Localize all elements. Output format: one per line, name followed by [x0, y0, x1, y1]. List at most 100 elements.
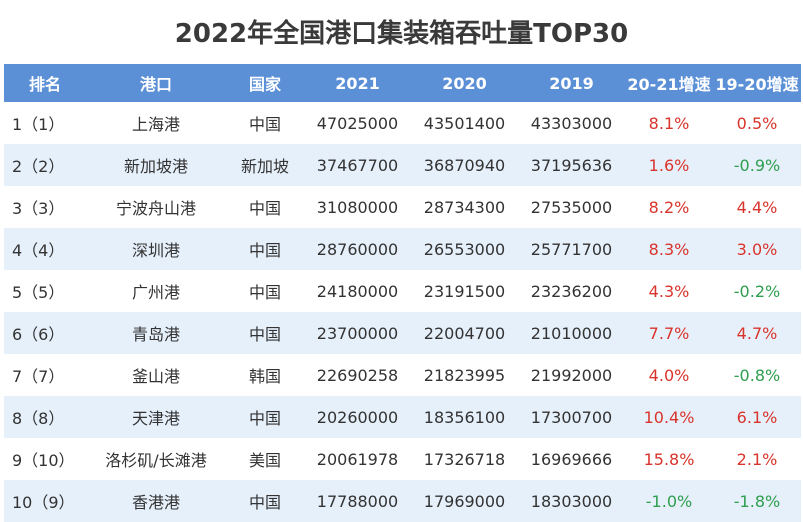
value-2020-cell: 21823995: [411, 354, 518, 396]
growth-20-21-cell: -1.0%: [625, 480, 713, 522]
column-header-port: 港口: [86, 64, 226, 102]
table-row: 1（1） 上海港 中国 47025000 43501400 43303000 8.1% 0.5…: [4, 102, 801, 144]
growth-19-20-cell: -1.8%: [713, 480, 801, 522]
country-cell: 中国: [226, 480, 304, 522]
growth-19-20-cell: -0.8%: [713, 354, 801, 396]
table-row: 7（7） 釜山港 韩国 22690258 21823995 21992000 4.0% -0.…: [4, 354, 801, 396]
growth-20-21-cell: 8.3%: [625, 228, 713, 270]
page-title: 2022年全国港口集装箱吞吐量TOP30: [174, 18, 629, 49]
value-2020-cell: 18356100: [411, 396, 518, 438]
value-2020-cell: 28734300: [411, 186, 518, 228]
value-2019-cell: 23236200: [518, 270, 625, 312]
value-2021-cell: 23700000: [304, 312, 411, 354]
port-cell: 新加坡港: [86, 144, 226, 186]
column-header-2021: 2021: [304, 64, 411, 102]
port-cell: 宁波舟山港: [86, 186, 226, 228]
rank-cell: 1（1）: [4, 102, 86, 144]
port-cell: 青岛港: [86, 312, 226, 354]
column-header-growth-20-21: 20-21增速: [625, 64, 713, 102]
country-cell: 美国: [226, 438, 304, 480]
rank-cell: 10（9）: [4, 480, 86, 522]
port-cell: 深圳港: [86, 228, 226, 270]
value-2020-cell: 22004700: [411, 312, 518, 354]
value-2020-cell: 17326718: [411, 438, 518, 480]
table-row: 8（8） 天津港 中国 20260000 18356100 17300700 10.4% 6.…: [4, 396, 801, 438]
growth-20-21-cell: 4.0%: [625, 354, 713, 396]
country-cell: 中国: [226, 270, 304, 312]
growth-20-21-cell: 8.2%: [625, 186, 713, 228]
rank-cell: 6（6）: [4, 312, 86, 354]
growth-19-20-cell: -0.9%: [713, 144, 801, 186]
growth-19-20-cell: 4.4%: [713, 186, 801, 228]
growth-19-20-cell: 6.1%: [713, 396, 801, 438]
country-cell: 中国: [226, 312, 304, 354]
table-row: 2（2） 新加坡港 新加坡 37467700 36870940 37195636 1.6% -…: [4, 144, 801, 186]
growth-19-20-cell: 3.0%: [713, 228, 801, 270]
value-2021-cell: 22690258: [304, 354, 411, 396]
table-row: 10（9） 香港港 中国 17788000 17969000 18303000 -1.0% -…: [4, 480, 801, 522]
column-header-2019: 2019: [518, 64, 625, 102]
value-2020-cell: 43501400: [411, 102, 518, 144]
value-2021-cell: 20061978: [304, 438, 411, 480]
country-cell: 中国: [226, 102, 304, 144]
value-2019-cell: 17300700: [518, 396, 625, 438]
column-header-rank: 排名: [4, 64, 86, 102]
port-ranking-table: 排名 港口 国家 2021 2020 2019 20-21增速 19-20增速 …: [4, 64, 801, 522]
rank-cell: 8（8）: [4, 396, 86, 438]
growth-19-20-cell: 2.1%: [713, 438, 801, 480]
table-row: 3（3） 宁波舟山港 中国 31080000 28734300 27535000 8.2% 4…: [4, 186, 801, 228]
country-cell: 韩国: [226, 354, 304, 396]
country-cell: 中国: [226, 186, 304, 228]
value-2019-cell: 16969666: [518, 438, 625, 480]
port-cell: 上海港: [86, 102, 226, 144]
column-header-country: 国家: [226, 64, 304, 102]
port-cell: 洛杉矶/长滩港: [86, 438, 226, 480]
growth-20-21-cell: 4.3%: [625, 270, 713, 312]
value-2019-cell: 21010000: [518, 312, 625, 354]
value-2021-cell: 28760000: [304, 228, 411, 270]
value-2019-cell: 37195636: [518, 144, 625, 186]
value-2021-cell: 17788000: [304, 480, 411, 522]
rank-cell: 2（2）: [4, 144, 86, 186]
rank-cell: 3（3）: [4, 186, 86, 228]
value-2021-cell: 37467700: [304, 144, 411, 186]
growth-20-21-cell: 15.8%: [625, 438, 713, 480]
value-2021-cell: 24180000: [304, 270, 411, 312]
table-row: 4（4） 深圳港 中国 28760000 26553000 25771700 8.3% 3.0…: [4, 228, 801, 270]
growth-19-20-cell: 0.5%: [713, 102, 801, 144]
table-header-row: 排名 港口 国家 2021 2020 2019 20-21增速 19-20增速: [4, 64, 801, 102]
growth-20-21-cell: 7.7%: [625, 312, 713, 354]
growth-19-20-cell: -0.2%: [713, 270, 801, 312]
value-2020-cell: 36870940: [411, 144, 518, 186]
value-2019-cell: 25771700: [518, 228, 625, 270]
table-row: 6（6） 青岛港 中国 23700000 22004700 21010000 7.7% 4.7…: [4, 312, 801, 354]
value-2019-cell: 27535000: [518, 186, 625, 228]
port-cell: 釜山港: [86, 354, 226, 396]
value-2020-cell: 17969000: [411, 480, 518, 522]
rank-cell: 7（7）: [4, 354, 86, 396]
table-row: 5（5） 广州港 中国 24180000 23191500 23236200 4.3% -0.…: [4, 270, 801, 312]
growth-20-21-cell: 10.4%: [625, 396, 713, 438]
country-cell: 中国: [226, 228, 304, 270]
value-2020-cell: 26553000: [411, 228, 518, 270]
port-cell: 广州港: [86, 270, 226, 312]
value-2021-cell: 31080000: [304, 186, 411, 228]
value-2019-cell: 43303000: [518, 102, 625, 144]
growth-19-20-cell: 4.7%: [713, 312, 801, 354]
growth-20-21-cell: 8.1%: [625, 102, 713, 144]
value-2021-cell: 20260000: [304, 396, 411, 438]
port-cell: 香港港: [86, 480, 226, 522]
country-cell: 中国: [226, 396, 304, 438]
rank-cell: 9（10）: [4, 438, 86, 480]
column-header-growth-19-20: 19-20增速: [713, 64, 801, 102]
value-2021-cell: 47025000: [304, 102, 411, 144]
port-cell: 天津港: [86, 396, 226, 438]
value-2019-cell: 21992000: [518, 354, 625, 396]
column-header-2020: 2020: [411, 64, 518, 102]
growth-20-21-cell: 1.6%: [625, 144, 713, 186]
value-2020-cell: 23191500: [411, 270, 518, 312]
rank-cell: 5（5）: [4, 270, 86, 312]
country-cell: 新加坡: [226, 144, 304, 186]
rank-cell: 4（4）: [4, 228, 86, 270]
value-2019-cell: 18303000: [518, 480, 625, 522]
